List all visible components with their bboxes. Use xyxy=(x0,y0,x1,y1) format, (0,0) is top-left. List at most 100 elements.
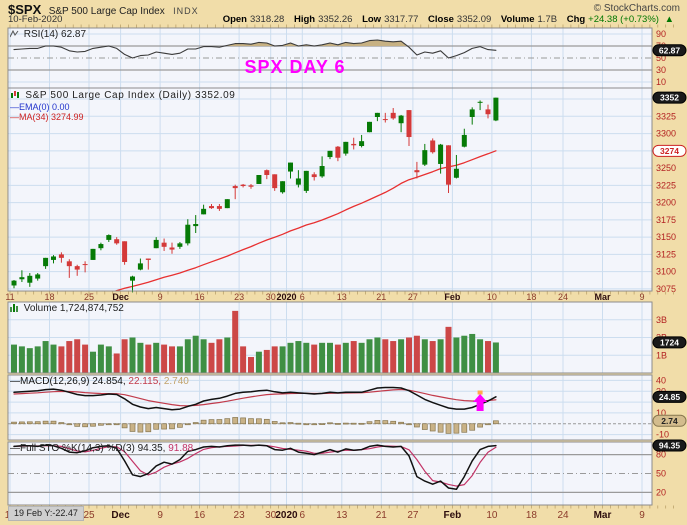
axis-tick-label: 20 xyxy=(656,487,666,497)
close-value: 3352.09 xyxy=(456,14,492,25)
chg-up-arrow-icon: ▲ xyxy=(664,14,674,25)
main-panel-border xyxy=(7,87,653,292)
date-tick-label: Dec xyxy=(112,292,129,302)
sto-panel-label: —Full STO %K(14,3) %D(3) 94.35, 91.88 xyxy=(10,443,193,454)
axis-tick-label: 40 xyxy=(656,375,666,385)
date-tick-label: Dec xyxy=(111,510,130,521)
high-label: High xyxy=(293,14,316,25)
arrow-tip-handle xyxy=(477,390,483,395)
macd-value-pill xyxy=(652,390,687,403)
rsi-value-pill-text: 62.87 xyxy=(659,45,681,55)
axis-tick-label: 3200 xyxy=(656,198,676,208)
open-label: Open xyxy=(222,14,247,25)
volume-label-text: Volume 1,724,874,752 xyxy=(23,303,124,314)
date-tick-label: 30 xyxy=(265,510,277,521)
rsi-label: RSI(14) 62.87 xyxy=(9,29,87,41)
axis-tick-label: 50 xyxy=(656,53,666,63)
date-tick-label: Mar xyxy=(594,292,611,302)
date-tick-label: 16 xyxy=(195,292,205,302)
close-value-pill-text: 3352 xyxy=(660,93,679,103)
vol-panel-border xyxy=(7,301,653,374)
date-tick-label: 24 xyxy=(558,292,568,302)
sto-value-pill xyxy=(652,439,687,452)
volume-panel-label: Volume 1,724,874,752 xyxy=(10,303,124,315)
axis-tick-label: 3225 xyxy=(656,180,676,190)
axis-tick-label: 3150 xyxy=(656,232,676,242)
axis-tick-label: 3075 xyxy=(656,284,676,294)
axis-tick-label: 50 xyxy=(656,469,666,479)
date-tick-label: 16 xyxy=(194,510,206,521)
header-title-row: $SPX S&P 500 Large Cap Index INDX © Stoc… xyxy=(8,1,680,19)
volume-value: 1.7B xyxy=(537,14,558,25)
quote-strip: Open 3318.28 High 3352.26 Low 3317.77 Close… xyxy=(216,14,674,25)
axis-tick-label: 80 xyxy=(656,450,666,460)
chg-label: Chg xyxy=(566,14,586,25)
axis-tick-label: -10 xyxy=(656,430,669,440)
macd-panel-plot[interactable] xyxy=(8,375,652,440)
volume-bars-icon xyxy=(10,303,19,315)
date-tick-label: 27 xyxy=(407,510,419,521)
axis-tick-label: 3100 xyxy=(656,267,676,277)
price-candles xyxy=(11,97,499,293)
sto-label-text: —Full STO %K(14,3) %D(3) 94.35, xyxy=(10,443,166,454)
chg-value: +24.38 (+0.73%) xyxy=(588,14,659,25)
date-tick-label: 9 xyxy=(157,510,163,521)
macd-line xyxy=(13,386,497,411)
candlestick-chart-icon xyxy=(10,90,20,102)
up-arrow-annotation xyxy=(473,394,488,411)
date-tick-label: 18 xyxy=(526,292,536,302)
axis-tick-label: 1B xyxy=(656,350,667,360)
index-name: S&P 500 Large Cap Index xyxy=(48,6,165,17)
sto-d-value: 91.88 xyxy=(168,443,194,454)
ma34-line xyxy=(113,150,497,291)
main-panel-plot[interactable] xyxy=(8,88,652,291)
axis-tick-label: 3125 xyxy=(656,249,676,259)
indicator-zigzag-icon xyxy=(9,29,19,41)
date-tick-label: 11 xyxy=(5,292,14,302)
low-label: Low xyxy=(362,14,382,25)
rsi-value-pill xyxy=(652,44,687,57)
macd-hist-pill xyxy=(652,414,687,427)
axis-tick-label: 30 xyxy=(656,65,666,75)
ma-value-pill xyxy=(652,144,687,157)
date-tick-label: 2020 xyxy=(275,510,298,521)
date-tick-label: 21 xyxy=(376,510,388,521)
close-value-pill xyxy=(652,91,687,104)
rsi-line xyxy=(13,39,497,59)
axis-tick-label: 3300 xyxy=(656,129,676,139)
date-tick-label: 9 xyxy=(639,292,644,302)
macd-histogram xyxy=(11,417,499,434)
macd-hist-value: 2.740 xyxy=(163,376,189,387)
date-tick-label: 10 xyxy=(486,510,498,521)
volume-bars xyxy=(11,310,499,373)
date-tick-label: Feb xyxy=(444,292,461,302)
sto-panel-border xyxy=(7,441,653,506)
macd-label-text: —MACD(12,26,9) 24.854, xyxy=(10,376,126,387)
date-tick-label: 18 xyxy=(44,292,54,302)
main-title-text: S&P 500 Large Cap Index (Daily) 3352.09 xyxy=(25,90,236,101)
date-tick-label: 30 xyxy=(266,292,276,302)
low-value: 3317.77 xyxy=(384,14,419,25)
date-tick-label: 23 xyxy=(234,292,244,302)
copyright-link[interactable]: © StockCharts.com xyxy=(593,3,680,14)
high-value: 3352.26 xyxy=(318,14,353,25)
ema-legend: —EMA(0) 0.00 xyxy=(10,102,70,112)
date-tick-label: 6 xyxy=(300,510,306,521)
macd-panel-label: —MACD(12,26,9) 24.854, 22.115, 2.740 xyxy=(10,376,189,387)
axis-tick-label: 90 xyxy=(656,29,666,39)
crosshair-readout: 19 Feb Y:-22.47 xyxy=(8,506,84,521)
macd-hist-pill-text: 2.74 xyxy=(661,416,678,426)
date-tick-label: 18 xyxy=(526,510,538,521)
exchange: INDX xyxy=(173,6,199,16)
date-tick-label: 13 xyxy=(337,292,347,302)
axis-tick-label: 3175 xyxy=(656,215,676,225)
open-value: 3318.28 xyxy=(249,14,285,25)
axis-tick-label: 10 xyxy=(656,77,666,87)
chart-date: 10-Feb-2020 xyxy=(8,14,63,25)
rsi-label-text: RSI(14) 62.87 xyxy=(23,29,87,40)
macd-signal-line xyxy=(13,388,497,407)
ma-value-pill-text: 3274 xyxy=(660,146,679,156)
date-tick-label: 13 xyxy=(336,510,348,521)
date-tick-label: 27 xyxy=(408,292,418,302)
